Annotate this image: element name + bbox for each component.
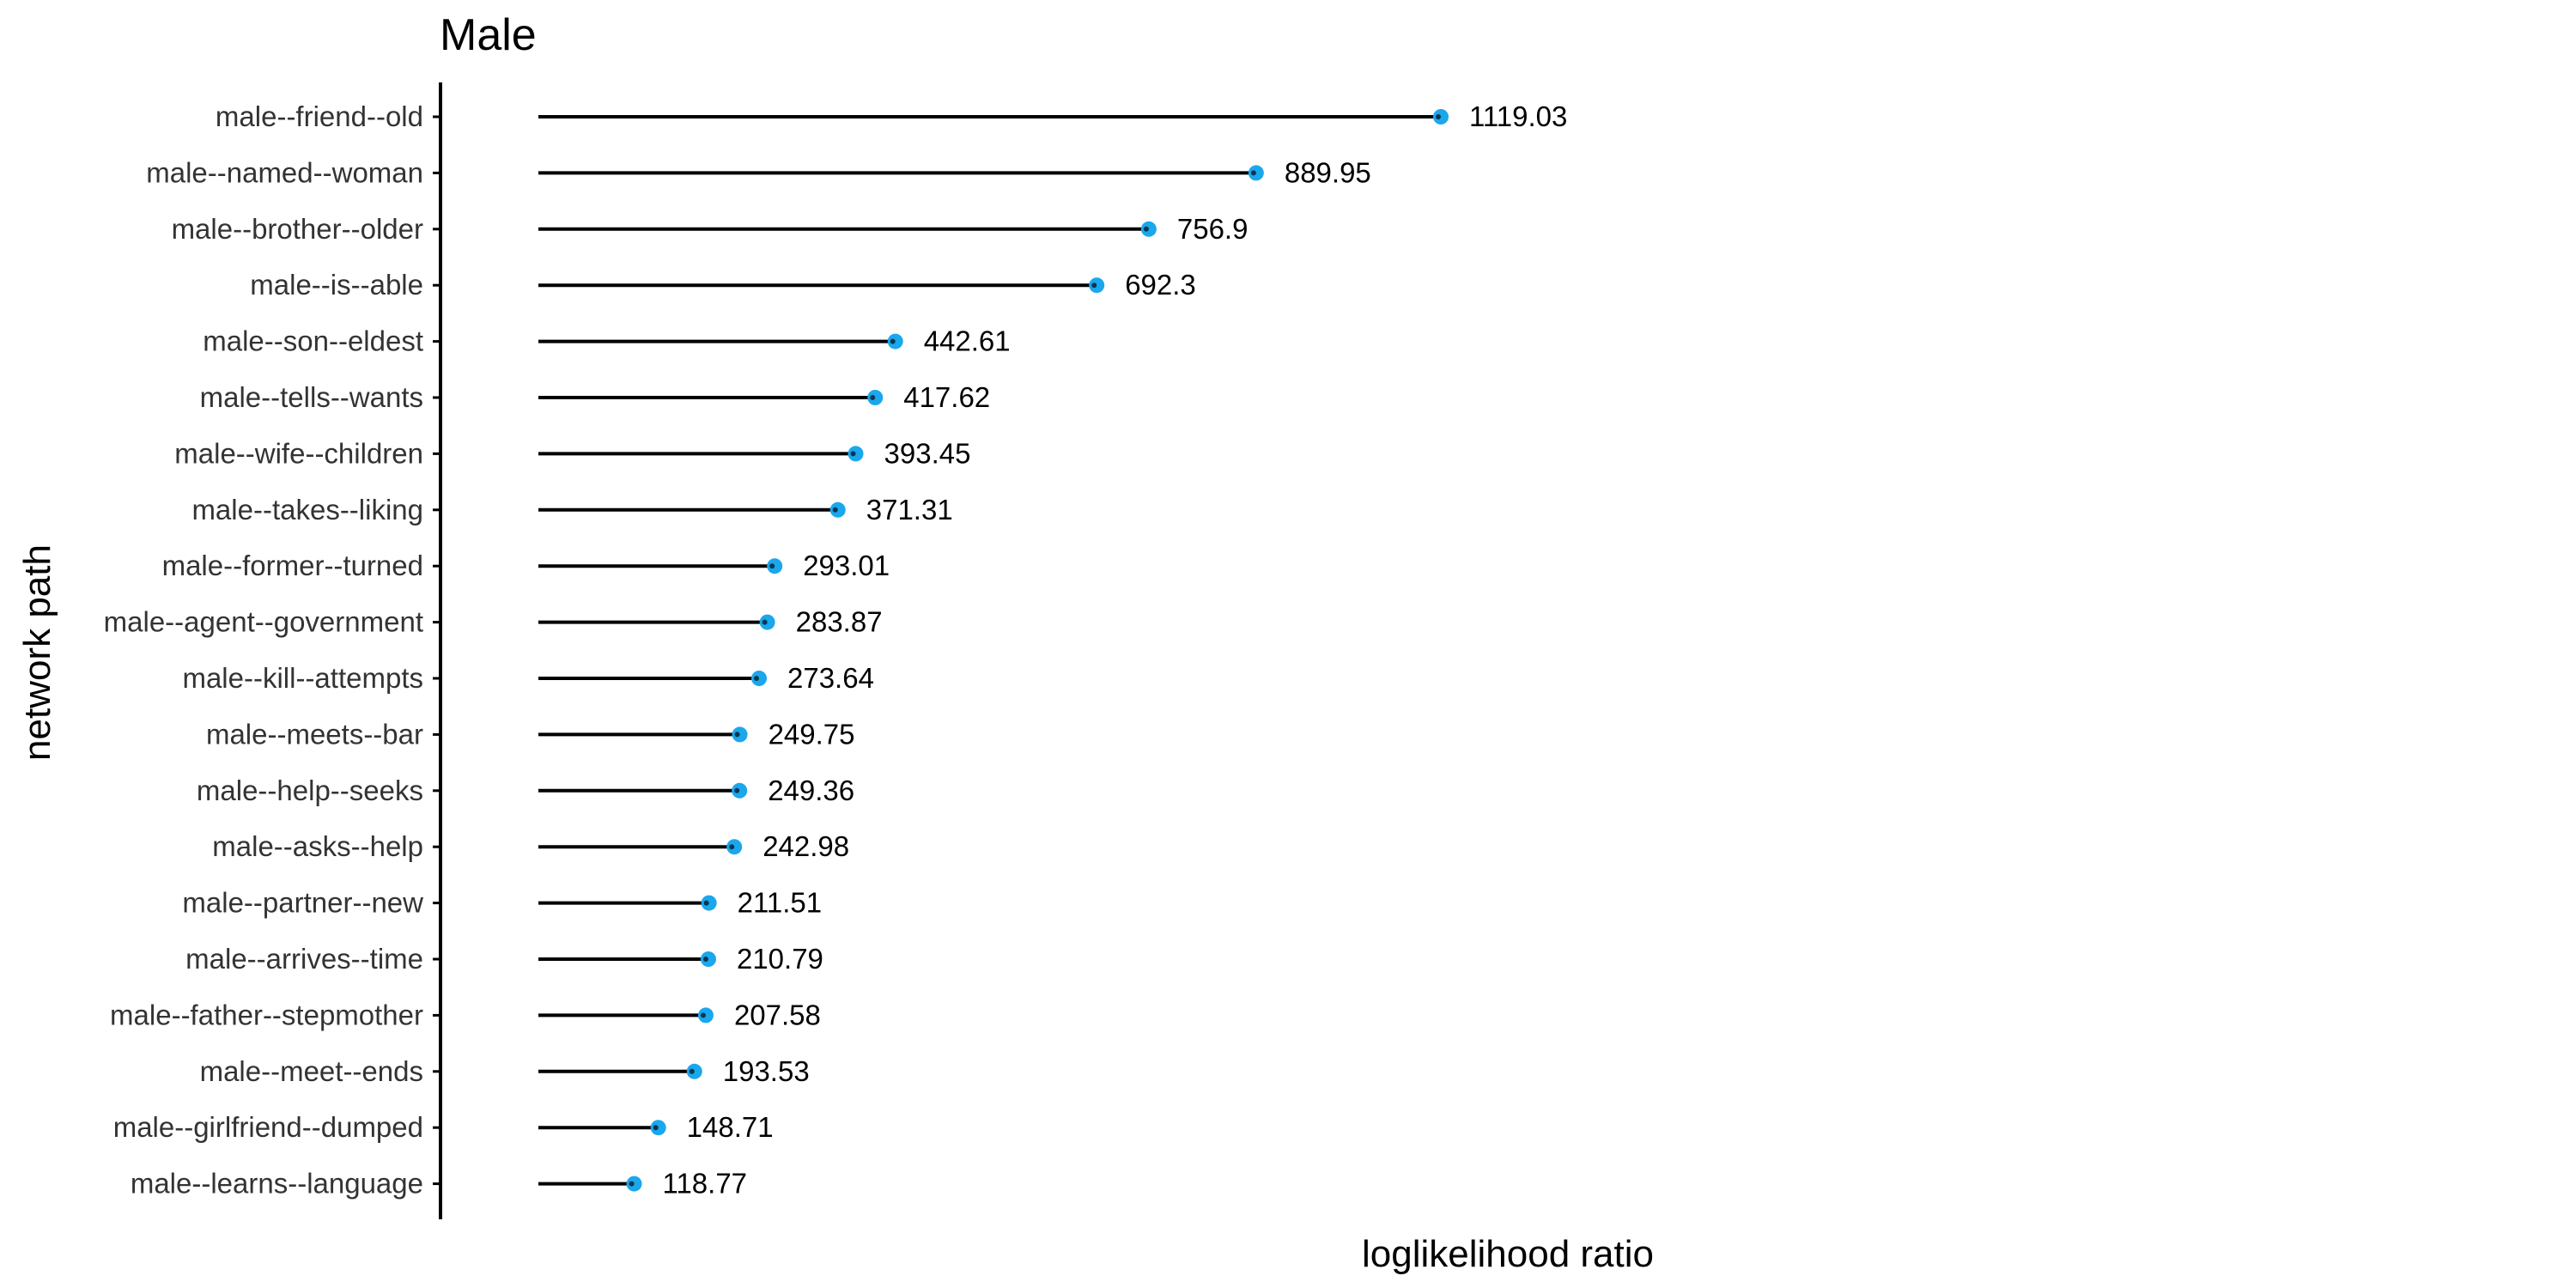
lollipop-point-center: [754, 676, 760, 681]
lollipop-point-center: [870, 395, 876, 400]
lollipop-point-center: [734, 732, 740, 738]
lollipop-point-center: [700, 1012, 706, 1018]
y-tick-label: male--former--turned: [162, 550, 423, 581]
data-label: 273.64: [787, 662, 874, 694]
data-label: 1119.03: [1469, 100, 1567, 132]
data-label: 889.95: [1285, 156, 1371, 188]
y-tick-label: male--learns--language: [131, 1168, 423, 1200]
y-tick-label: male--asks--help: [212, 830, 423, 862]
y-tick-label: male--help--seeks: [197, 775, 423, 806]
data-label: 692.3: [1125, 269, 1196, 301]
data-label: 393.45: [884, 437, 971, 469]
y-tick-label: male--is--able: [250, 269, 423, 301]
chart-marks: male--friend--old 1119.03 male--named--wom…: [104, 100, 1568, 1200]
lollipop-point-center: [702, 957, 708, 962]
y-tick-label: male--wife--children: [174, 437, 423, 469]
data-label: 207.58: [734, 999, 821, 1030]
y-tick-label: male--named--woman: [146, 156, 423, 188]
data-label: 148.71: [687, 1111, 774, 1143]
lollipop-point-center: [832, 507, 838, 513]
data-label: 417.62: [903, 381, 990, 413]
data-label: 118.77: [663, 1168, 747, 1200]
lollipop-point-center: [890, 338, 896, 344]
data-label: 193.53: [723, 1055, 810, 1087]
lollipop-point-center: [762, 619, 768, 625]
y-tick-label: male--brother--older: [172, 213, 423, 245]
chart-title: Male: [440, 10, 537, 60]
lollipop-point-center: [689, 1068, 695, 1074]
y-tick-label: male--meets--bar: [206, 718, 423, 750]
data-label: 249.75: [769, 718, 855, 750]
y-tick-label: male--takes--liking: [191, 494, 423, 526]
y-tick-label: male--partner--new: [182, 887, 423, 919]
lollipop-point-center: [729, 844, 735, 850]
y-tick-label: male--girlfriend--dumped: [113, 1111, 423, 1143]
lollipop-point-center: [769, 563, 775, 569]
data-label: 283.87: [796, 606, 883, 638]
data-label: 210.79: [737, 943, 823, 975]
y-tick-label: male--arrives--time: [185, 943, 423, 975]
lollipop-point-center: [1091, 283, 1097, 289]
lollipop-point-center: [734, 787, 740, 793]
y-tick-label: male--kill--attempts: [182, 662, 423, 694]
y-tick-label: male--agent--government: [104, 606, 423, 638]
y-tick-label: male--meet--ends: [200, 1055, 423, 1087]
lollipop-point-center: [653, 1125, 659, 1131]
data-label: 371.31: [866, 494, 953, 526]
y-axis-title: network path: [16, 544, 58, 761]
y-tick-label: male--father--stepmother: [110, 999, 423, 1030]
lollipop-point-center: [703, 900, 709, 906]
y-tick-label: male--tells--wants: [200, 381, 423, 413]
data-label: 211.51: [738, 887, 822, 919]
data-label: 249.36: [768, 775, 854, 806]
lollipop-point-center: [1250, 170, 1256, 176]
data-label: 293.01: [803, 550, 890, 581]
y-tick-label: male--friend--old: [216, 100, 423, 132]
lollipop-point-center: [850, 451, 856, 457]
y-tick-label: male--son--eldest: [203, 325, 423, 357]
lollipop-point-center: [1143, 226, 1149, 232]
lollipop-point-center: [629, 1181, 635, 1187]
x-axis-title: loglikelihood ratio: [1362, 1233, 1654, 1275]
lollipop-point-center: [1436, 114, 1441, 119]
data-label: 242.98: [762, 830, 849, 862]
data-label: 756.9: [1177, 213, 1249, 245]
data-label: 442.61: [924, 325, 1011, 357]
